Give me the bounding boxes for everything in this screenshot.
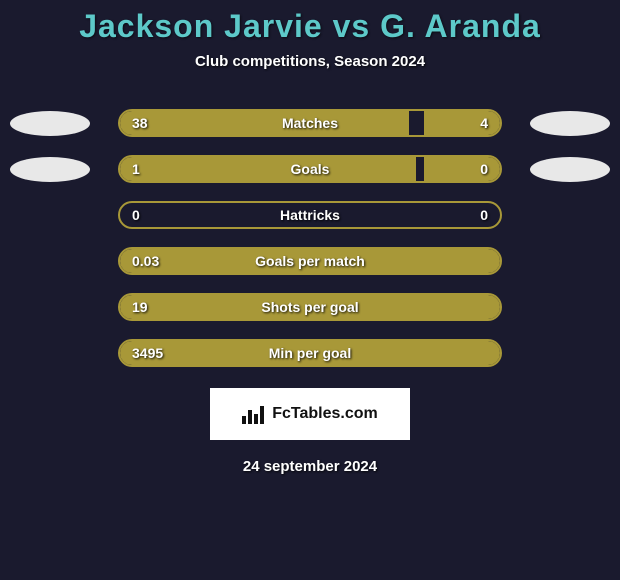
- stat-row: 38 4 Matches: [10, 100, 610, 146]
- stat-right-value: 0: [480, 207, 488, 223]
- page-subtitle: Club competitions, Season 2024: [0, 53, 620, 70]
- stat-row: 0 0 Hattricks: [10, 192, 610, 238]
- stat-left-value: 0.03: [132, 253, 159, 269]
- stat-right-value: 4: [480, 115, 488, 131]
- stat-left-value: 0: [132, 207, 140, 223]
- shirt-right-icon: [530, 157, 610, 182]
- stat-label: Goals per match: [255, 253, 365, 269]
- page-title: Jackson Jarvie vs G. Aranda: [0, 8, 620, 45]
- stat-right-value: 0: [480, 161, 488, 177]
- logo-box: FcTables.com: [210, 388, 410, 440]
- stat-row: 0.03 Goals per match: [10, 238, 610, 284]
- stat-left-value: 3495: [132, 345, 163, 361]
- stat-left-value: 38: [132, 115, 148, 131]
- stat-left-value: 19: [132, 299, 148, 315]
- shirt-right-icon: [530, 111, 610, 136]
- stat-label: Hattricks: [280, 207, 340, 223]
- logo-text: FcTables.com: [272, 405, 378, 423]
- stat-bar: 0 0 Hattricks: [118, 201, 502, 229]
- stat-bar: 0.03 Goals per match: [118, 247, 502, 275]
- stat-label: Shots per goal: [261, 299, 358, 315]
- stat-label: Matches: [282, 115, 338, 131]
- fctables-icon: [242, 404, 266, 424]
- stat-bar: 1 0 Goals: [118, 155, 502, 183]
- stat-label: Min per goal: [269, 345, 351, 361]
- stat-row: 3495 Min per goal: [10, 330, 610, 376]
- stats-list: 38 4 Matches 1 0 Goals 0 0 Hattricks 0.03 Goals pe…: [0, 100, 620, 376]
- stat-row: 19 Shots per goal: [10, 284, 610, 330]
- shirt-left-icon: [10, 157, 90, 182]
- stat-bar: 3495 Min per goal: [118, 339, 502, 367]
- stat-label: Goals: [291, 161, 330, 177]
- stat-row: 1 0 Goals: [10, 146, 610, 192]
- stat-bar: 38 4 Matches: [118, 109, 502, 137]
- stat-bar: 19 Shots per goal: [118, 293, 502, 321]
- stat-left-value: 1: [132, 161, 140, 177]
- comparison-card: Jackson Jarvie vs G. Aranda Club competi…: [0, 0, 620, 580]
- date-label: 24 september 2024: [0, 458, 620, 475]
- shirt-left-icon: [10, 111, 90, 136]
